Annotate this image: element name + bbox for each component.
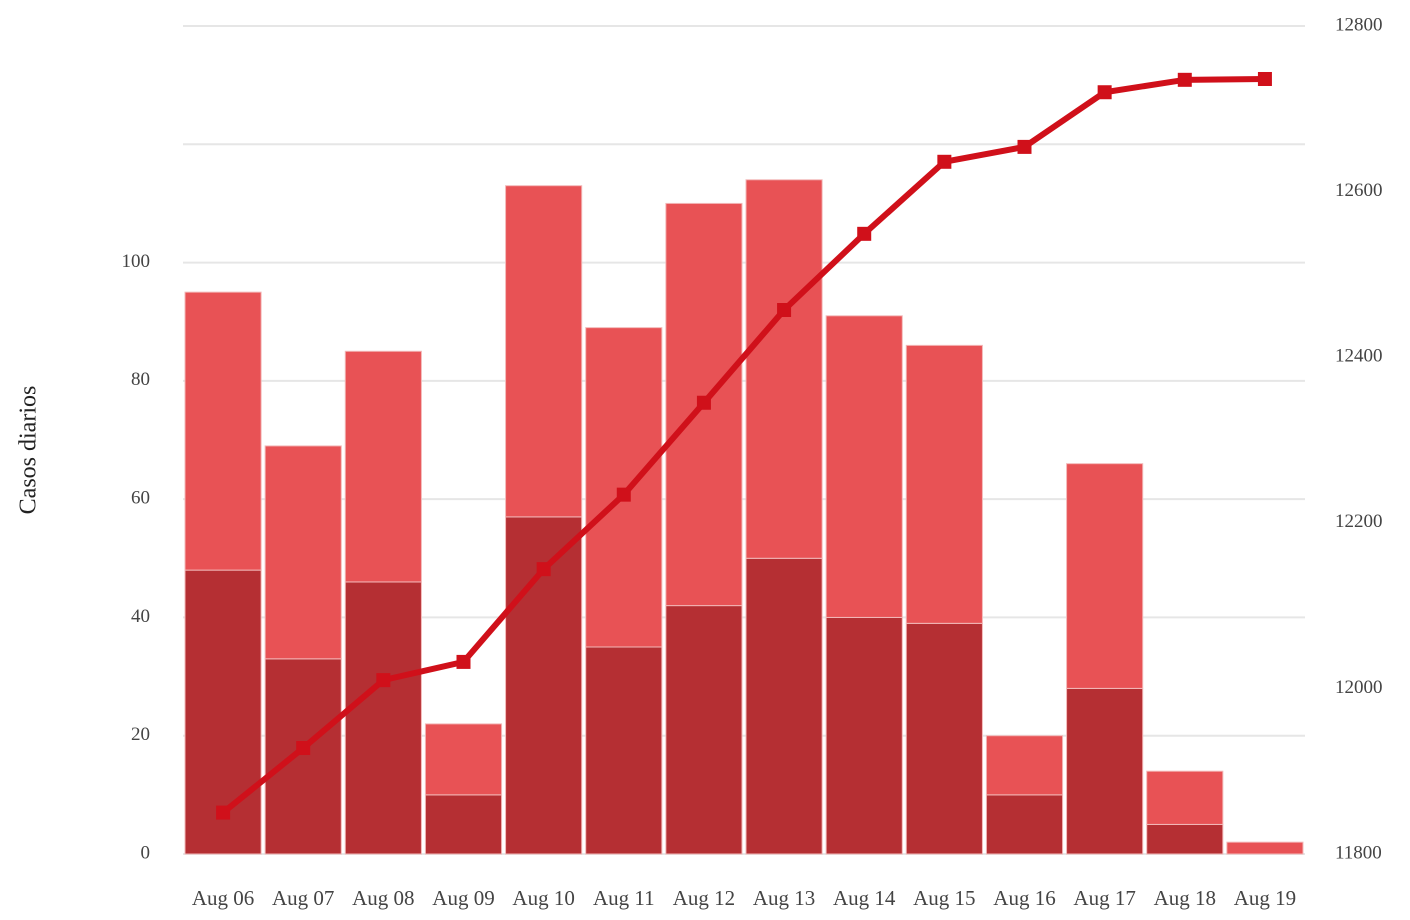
bar xyxy=(825,315,903,618)
bar xyxy=(665,605,743,855)
line-marker xyxy=(696,395,711,410)
line-marker xyxy=(456,654,471,669)
line xyxy=(221,75,1265,815)
bar xyxy=(585,646,663,855)
bar xyxy=(905,344,983,624)
bar xyxy=(1066,687,1144,855)
x-tick-label: Aug 06 xyxy=(192,886,254,910)
y2-tick-label: 12600 xyxy=(1335,180,1383,201)
line-marker xyxy=(296,741,311,756)
bar xyxy=(1066,463,1144,689)
y-tick-label: 20 xyxy=(131,724,150,745)
bar xyxy=(184,291,262,571)
y2-tick-label: 11800 xyxy=(1335,842,1382,863)
bar xyxy=(1146,770,1224,825)
bar xyxy=(745,557,823,855)
x-tick-label: Aug 14 xyxy=(833,886,896,910)
bar xyxy=(264,658,342,855)
x-tick-label: Aug 09 xyxy=(432,886,494,910)
bar xyxy=(424,794,503,855)
y2-tick-label: 12400 xyxy=(1335,346,1383,367)
y2-tick-label: 12800 xyxy=(1335,14,1383,35)
x-tick-label: Aug 08 xyxy=(352,886,414,910)
bar xyxy=(585,327,663,648)
line-marker xyxy=(1257,71,1272,86)
x-tick-label: Aug 16 xyxy=(993,886,1055,910)
x-tick-label: Aug 11 xyxy=(593,886,655,910)
y-tick-label: 100 xyxy=(122,251,151,272)
y-tick-label: 60 xyxy=(131,488,150,509)
bar xyxy=(1226,841,1304,855)
bar xyxy=(264,445,342,660)
line-marker xyxy=(857,226,872,241)
line-marker xyxy=(616,487,631,502)
line-marker xyxy=(1017,139,1032,154)
y-tick-label: 80 xyxy=(131,369,150,390)
bar xyxy=(1146,823,1224,855)
line-marker xyxy=(536,562,551,577)
bar xyxy=(985,794,1064,855)
line-marker xyxy=(216,805,231,820)
bar xyxy=(905,622,983,855)
y-axis-title: Casos diarios xyxy=(16,386,42,515)
x-tick-label: Aug 07 xyxy=(272,886,334,910)
bar xyxy=(424,723,503,796)
y2-tick-label: 12200 xyxy=(1335,511,1383,532)
bar xyxy=(344,581,422,855)
x-tick-label: Aug 10 xyxy=(512,886,574,910)
x-tick-label: Aug 12 xyxy=(673,886,735,910)
y2-tick-label: 12000 xyxy=(1335,677,1383,698)
bar xyxy=(985,735,1064,796)
line-marker xyxy=(937,154,952,169)
bar xyxy=(344,350,422,583)
x-tick-label: Aug 15 xyxy=(913,886,975,910)
line-marker xyxy=(1097,85,1112,100)
bar xyxy=(745,179,823,559)
x-tick-label: Aug 18 xyxy=(1154,886,1216,910)
line-marker xyxy=(376,673,391,688)
line-marker xyxy=(777,303,792,318)
bar xyxy=(825,616,903,855)
x-tick-label: Aug 17 xyxy=(1073,886,1135,910)
line-marker xyxy=(1177,72,1192,87)
x-tick-label: Aug 13 xyxy=(753,886,815,910)
bar xyxy=(505,185,583,518)
y-tick-label: 40 xyxy=(131,606,150,627)
x-tick-label: Aug 19 xyxy=(1234,886,1296,910)
y-tick-label: 0 xyxy=(141,842,151,863)
